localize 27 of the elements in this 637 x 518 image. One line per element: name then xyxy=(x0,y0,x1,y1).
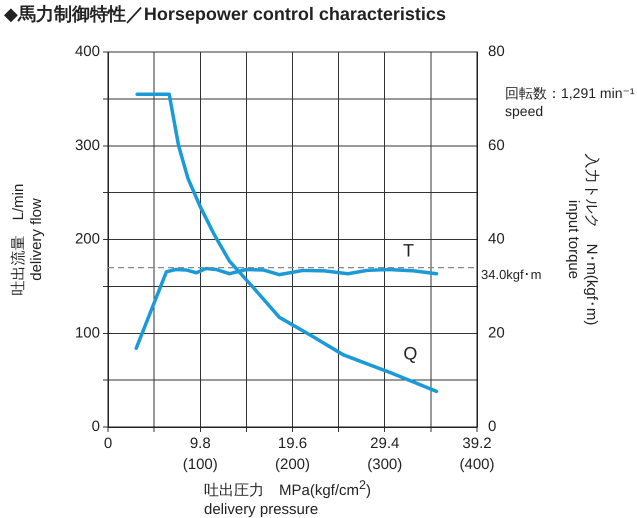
text: 回転数：1,291 min⁻¹ speed xyxy=(505,84,635,120)
series-label: Q xyxy=(403,344,418,364)
y-tick-label: 0 xyxy=(92,418,100,436)
x2-tick-label: (200) xyxy=(274,456,310,474)
x2-tick-label: (300) xyxy=(367,456,402,474)
x2-tick-label: (100) xyxy=(182,456,218,474)
x-tick-label: 0 xyxy=(104,435,112,452)
x-tick-label: 39.2 xyxy=(462,435,492,452)
x-tick-label: 19.6 xyxy=(278,435,308,452)
y2-tick-label: 60 xyxy=(488,136,505,154)
x2-tick-label: (400) xyxy=(459,456,495,474)
y-tick-label: 300 xyxy=(74,136,100,154)
ref-line-label: 34.0kgf･m xyxy=(481,267,542,282)
y2-tick-label: 0 xyxy=(488,418,496,436)
y-tick-label: 100 xyxy=(74,324,100,342)
series-label: T xyxy=(403,240,414,260)
x-tick-label: 9.8 xyxy=(190,435,211,452)
y2-tick-label: 20 xyxy=(488,324,505,342)
chart-title: ◆馬力制御特性／Horsepower control characteristics xyxy=(4,3,446,26)
y-tick-label: 400 xyxy=(74,43,100,60)
y-axis-title: 吐出流量 L/min delivery flow xyxy=(10,184,46,296)
y2-tick-label: 40 xyxy=(488,230,505,248)
y-tick-label: 200 xyxy=(74,230,100,248)
y2-tick-label: 80 xyxy=(488,43,505,60)
text: 吐出圧力 MPa(kgf/cm$^{2}$) delivery pressure xyxy=(204,478,371,518)
x-tick-label: 29.4 xyxy=(370,435,400,452)
y2-axis-title: 入力トルク N･m(kgf･m) input torque xyxy=(564,154,600,326)
